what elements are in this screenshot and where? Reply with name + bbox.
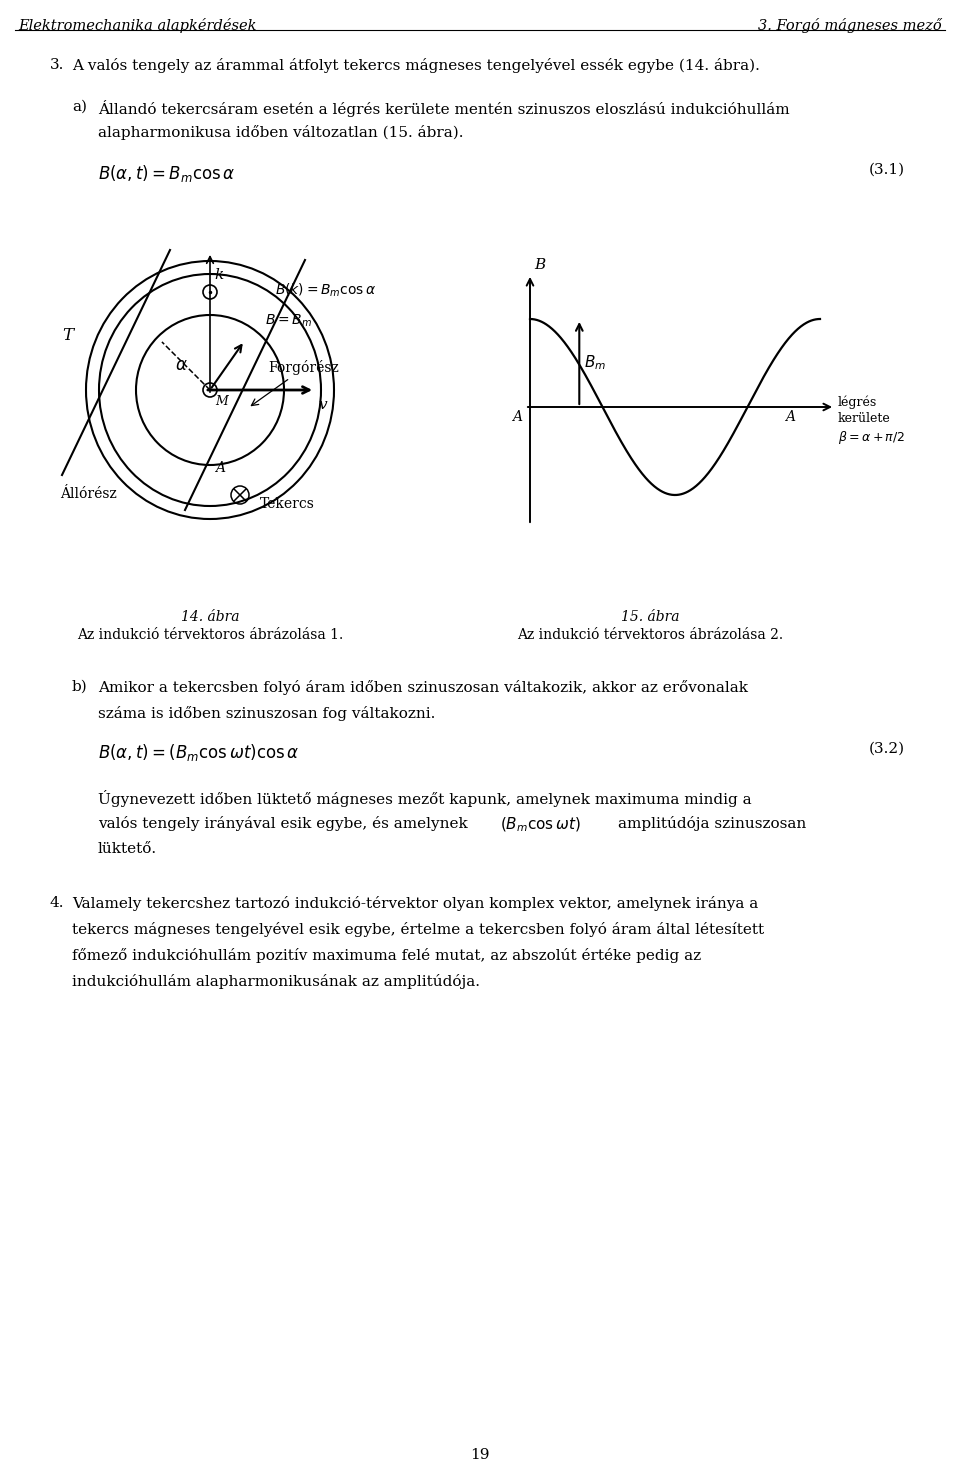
- Text: A: A: [512, 410, 522, 424]
- Text: 4.: 4.: [50, 896, 64, 911]
- Text: (3.2): (3.2): [869, 741, 905, 756]
- Text: amplitúdója szinuszosan: amplitúdója szinuszosan: [618, 816, 806, 831]
- Text: b): b): [72, 680, 87, 694]
- Text: 15. ábra: 15. ábra: [621, 610, 680, 624]
- Text: tekercs mágneses tengelyével esik egybe, értelme a tekercsben folyó áram által l: tekercs mágneses tengelyével esik egybe,…: [72, 922, 764, 937]
- Text: B: B: [534, 257, 545, 272]
- Text: Elektromechanika alapkérdések: Elektromechanika alapkérdések: [18, 18, 256, 32]
- Text: A: A: [785, 410, 795, 424]
- Text: Az indukció térvektoros ábrázolása 2.: Az indukció térvektoros ábrázolása 2.: [516, 628, 783, 641]
- Text: $B_m$: $B_m$: [585, 353, 607, 372]
- Text: 19: 19: [470, 1447, 490, 1462]
- Text: M: M: [215, 396, 228, 407]
- Text: A valós tengely az árammal átfolyt tekercs mágneses tengelyével essék egybe (14.: A valós tengely az árammal átfolyt teker…: [72, 57, 760, 74]
- Text: $(B_m \cos\omega t)$: $(B_m \cos\omega t)$: [500, 816, 581, 834]
- Text: Állórész: Állórész: [60, 487, 117, 502]
- Text: főmező indukcióhullám pozitív maximuma felé mutat, az abszolút értéke pedig az: főmező indukcióhullám pozitív maximuma f…: [72, 947, 701, 964]
- Text: k: k: [214, 268, 224, 282]
- Text: indukcióhullám alapharmonikusának az amplitúdója.: indukcióhullám alapharmonikusának az amp…: [72, 974, 480, 989]
- Text: a): a): [72, 100, 87, 113]
- Text: Tekercs: Tekercs: [260, 497, 315, 510]
- Text: alapharmonikusa időben változatlan (15. ábra).: alapharmonikusa időben változatlan (15. …: [98, 125, 464, 140]
- Text: Állandó tekercsáram esetén a légrés kerülete mentén szinuszos eloszlású indukció: Állandó tekercsáram esetén a légrés kerü…: [98, 100, 790, 118]
- Text: Valamely tekercshez tartozó indukció-térvektor olyan komplex vektor, amelynek ir: Valamely tekercshez tartozó indukció-tér…: [72, 896, 758, 911]
- Text: Amikor a tekercsben folyó áram időben szinuszosan váltakozik, akkor az erővonala: Amikor a tekercsben folyó áram időben sz…: [98, 680, 748, 694]
- Text: $B(\alpha,t) = B_m \cos\alpha$: $B(\alpha,t) = B_m \cos\alpha$: [98, 163, 235, 184]
- Text: $B(k) = B_m \cos\alpha$: $B(k) = B_m \cos\alpha$: [275, 282, 376, 300]
- Text: T: T: [62, 327, 73, 344]
- Text: 3.: 3.: [50, 57, 64, 72]
- Text: $B(\alpha,t) = (B_m \cos\omega t)\cos\alpha$: $B(\alpha,t) = (B_m \cos\omega t)\cos\al…: [98, 741, 300, 763]
- Text: $\beta = \alpha+\pi/2$: $\beta = \alpha+\pi/2$: [838, 430, 904, 446]
- Text: v: v: [318, 399, 326, 412]
- Text: Úgynevezett időben lüktető mágneses mezőt kapunk, amelynek maximuma mindig a: Úgynevezett időben lüktető mágneses mező…: [98, 790, 752, 808]
- Text: Forgórész: Forgórész: [268, 360, 339, 375]
- Text: (3.1): (3.1): [869, 163, 905, 177]
- Text: Az indukció térvektoros ábrázolása 1.: Az indukció térvektoros ábrázolása 1.: [77, 628, 343, 641]
- Text: $B = B_m$: $B = B_m$: [265, 313, 312, 330]
- Text: 3. Forgó mágneses mező: 3. Forgó mágneses mező: [758, 18, 942, 32]
- Text: valós tengely irányával esik egybe, és amelynek: valós tengely irányával esik egybe, és a…: [98, 816, 468, 831]
- Text: lüktető.: lüktető.: [98, 841, 157, 856]
- Text: A: A: [215, 460, 225, 475]
- Text: száma is időben szinuszosan fog váltakozni.: száma is időben szinuszosan fog váltakoz…: [98, 706, 436, 721]
- Text: kerülete: kerülete: [838, 412, 891, 425]
- Text: 14. ábra: 14. ábra: [180, 610, 239, 624]
- Text: légrés: légrés: [838, 396, 877, 409]
- Text: $\alpha$: $\alpha$: [175, 357, 188, 374]
